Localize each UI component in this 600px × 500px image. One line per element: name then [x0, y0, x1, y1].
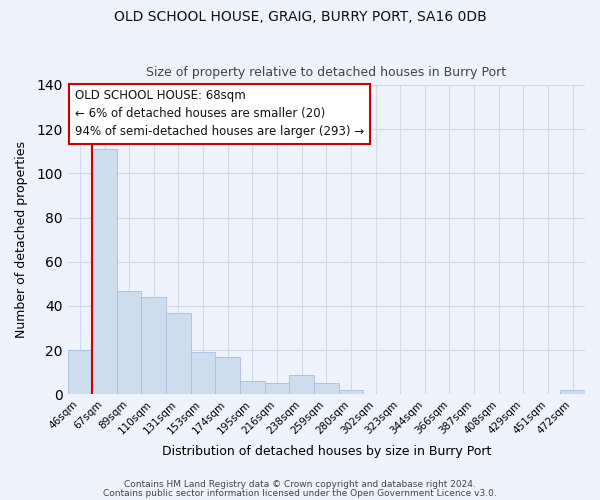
- Bar: [289, 374, 314, 394]
- Bar: [215, 357, 240, 395]
- Bar: [68, 350, 92, 395]
- Bar: [314, 384, 338, 394]
- Bar: [338, 390, 363, 394]
- Bar: [117, 290, 142, 395]
- X-axis label: Distribution of detached houses by size in Burry Port: Distribution of detached houses by size …: [161, 444, 491, 458]
- Text: OLD SCHOOL HOUSE: 68sqm
← 6% of detached houses are smaller (20)
94% of semi-det: OLD SCHOOL HOUSE: 68sqm ← 6% of detached…: [76, 90, 364, 138]
- Title: Size of property relative to detached houses in Burry Port: Size of property relative to detached ho…: [146, 66, 506, 80]
- Bar: [191, 352, 215, 395]
- Bar: [166, 312, 191, 394]
- Bar: [560, 390, 585, 394]
- Y-axis label: Number of detached properties: Number of detached properties: [15, 141, 28, 338]
- Bar: [240, 381, 265, 394]
- Text: OLD SCHOOL HOUSE, GRAIG, BURRY PORT, SA16 0DB: OLD SCHOOL HOUSE, GRAIG, BURRY PORT, SA1…: [113, 10, 487, 24]
- Bar: [265, 384, 289, 394]
- Text: Contains HM Land Registry data © Crown copyright and database right 2024.: Contains HM Land Registry data © Crown c…: [124, 480, 476, 489]
- Bar: [92, 149, 117, 394]
- Text: Contains public sector information licensed under the Open Government Licence v3: Contains public sector information licen…: [103, 488, 497, 498]
- Bar: [142, 297, 166, 394]
